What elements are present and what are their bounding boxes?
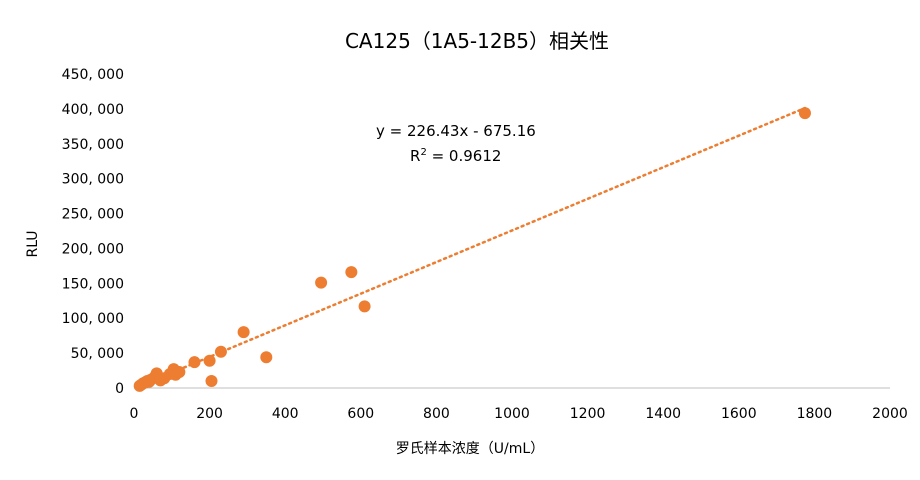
x-tick-label: 200 xyxy=(196,406,223,422)
y-tick-label: 350, 000 xyxy=(62,137,124,153)
y-tick-label: 450, 000 xyxy=(62,67,124,83)
y-tick-label: 300, 000 xyxy=(62,172,124,188)
x-tick-label: 400 xyxy=(272,406,299,422)
data-point xyxy=(345,266,358,279)
chart-title: CA125（1A5-12B5）相关性 xyxy=(345,29,609,53)
data-point xyxy=(315,276,328,289)
x-tick-label: 0 xyxy=(130,406,139,422)
r-squared-symbol: R xyxy=(410,147,420,165)
data-point xyxy=(260,351,273,364)
x-tick-label: 800 xyxy=(423,406,450,422)
x-tick-label: 1600 xyxy=(721,406,757,422)
x-tick-label: 600 xyxy=(347,406,374,422)
data-point xyxy=(214,345,227,358)
y-tick-label: 150, 000 xyxy=(62,276,124,292)
data-point xyxy=(188,356,201,369)
x-tick-label: 1200 xyxy=(570,406,606,422)
data-point xyxy=(798,107,811,120)
data-points xyxy=(133,107,811,392)
y-tick-label: 250, 000 xyxy=(62,207,124,223)
data-point xyxy=(173,365,186,378)
r-squared-value: = 0.9612 xyxy=(427,147,502,165)
x-tick-label: 1000 xyxy=(494,406,530,422)
y-tick-label: 200, 000 xyxy=(62,241,124,257)
x-axis-label: 罗氏样本浓度（U/mL） xyxy=(396,441,544,457)
x-tick-label: 1800 xyxy=(797,406,833,422)
y-tick-label: 0 xyxy=(115,381,124,397)
y-tick-label: 100, 000 xyxy=(62,311,124,327)
data-point xyxy=(205,375,218,388)
data-point xyxy=(358,300,371,313)
y-tick-label: 400, 000 xyxy=(62,102,124,118)
x-axis-ticks: 0 200 400 600 800 1000 1200 1400 1600 1800 2000 xyxy=(130,406,908,422)
y-axis-label: RLU xyxy=(25,230,41,257)
trendline-equation: y = 226.43x - 675.16 xyxy=(376,122,536,140)
x-tick-label: 2000 xyxy=(872,406,908,422)
y-tick-label: 50, 000 xyxy=(71,346,124,362)
r-squared-superscript: 2 xyxy=(420,147,426,158)
y-axis-ticks: 0 50, 000 100, 000 150, 000 200, 000 250, 000… xyxy=(62,67,124,397)
data-point xyxy=(237,326,250,339)
data-point xyxy=(203,354,216,367)
x-tick-label: 1400 xyxy=(645,406,681,422)
r-squared-label: R2 = 0.9612 xyxy=(410,147,501,165)
trendline xyxy=(138,106,807,388)
